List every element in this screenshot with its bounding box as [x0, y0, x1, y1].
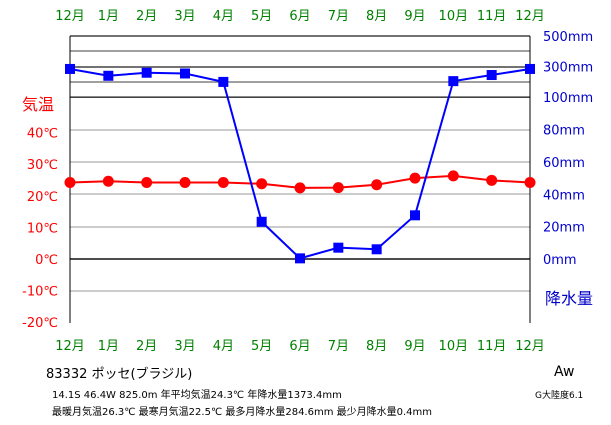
month-label: 1月: [98, 9, 119, 24]
precipitation-tick-label: 60mm: [543, 156, 585, 171]
month-label: 4月: [213, 9, 234, 24]
month-label: 9月: [404, 9, 425, 24]
temperature-tick-label: -20℃: [22, 316, 58, 331]
precipitation-tick-label: 40mm: [543, 188, 585, 203]
continentality-index: G大陸度6.1: [535, 391, 584, 401]
temperature-point: [64, 177, 76, 189]
month-label: 8月: [366, 9, 387, 24]
precipitation-point: [180, 68, 190, 79]
month-label: 10月: [439, 339, 469, 354]
month-label: 2月: [136, 339, 157, 354]
month-label: 9月: [404, 339, 425, 354]
precipitation-point: [65, 63, 75, 74]
temperature-tick-label: 30℃: [27, 158, 58, 173]
temperature-point: [217, 177, 229, 189]
temperature-point: [409, 172, 421, 184]
temperature-tick-label: 40℃: [27, 127, 58, 142]
month-label: 12月: [515, 339, 545, 354]
month-label: 12月: [55, 9, 85, 24]
climate-code: Aw: [554, 364, 575, 380]
month-label: 4月: [213, 339, 234, 354]
month-label: 7月: [328, 9, 349, 24]
precipitation-tick-label: 0mm: [543, 253, 577, 268]
month-label: 8月: [366, 339, 387, 354]
month-label: 2月: [136, 9, 157, 24]
month-label: 5月: [251, 9, 272, 24]
precipitation-point: [486, 70, 497, 81]
month-label: 10月: [439, 9, 469, 24]
month-label: 6月: [289, 339, 310, 354]
temperature-point: [371, 179, 383, 191]
temperature-point: [332, 182, 344, 194]
precipitation-point: [141, 67, 152, 78]
precipitation-point: [333, 242, 344, 253]
station-stats: 最暖月気温26.3℃ 最寒月気温22.5℃ 最多月降水量284.6mm 最少月降…: [52, 407, 433, 418]
precipitation-tick-label: 100mm: [543, 91, 593, 106]
month-label: 3月: [174, 9, 195, 24]
temperature-tick-label: 10℃: [27, 221, 58, 236]
temperature-tick-label: -10℃: [22, 285, 58, 300]
series-layer: [64, 63, 536, 264]
precipitation-point: [448, 76, 459, 87]
temperature-point: [102, 175, 114, 187]
precipitation-point: [103, 70, 114, 81]
temperature-point: [486, 174, 498, 186]
temperature-point: [447, 170, 459, 182]
precipitation-tick-label: 300mm: [543, 61, 593, 76]
month-label: 1月: [98, 339, 119, 354]
temperature-tick-label: 0℃: [35, 253, 58, 268]
temperature-point: [524, 177, 536, 189]
precipitation-tick-label: 80mm: [543, 124, 585, 139]
month-label: 3月: [174, 339, 195, 354]
precipitation-point: [218, 76, 229, 87]
month-label: 11月: [477, 9, 507, 24]
temperature-point: [256, 178, 268, 190]
month-label: 12月: [515, 9, 545, 24]
precipitation-tick-label: 500mm: [543, 30, 593, 45]
temperature-axis-ticks: 40℃ 30℃ 20℃ 10℃ 0℃ -10℃ -20℃: [22, 127, 58, 332]
precipitation-axis-ticks: 0mm 20mm 40mm 60mm 80mm 100mm 300mm 500mm: [543, 30, 593, 268]
month-labels-top: 12月 1月 2月 3月 4月 5月 6月 7月 8月 9月 10月 11月 12月: [55, 9, 545, 24]
month-label: 11月: [477, 339, 507, 354]
precipitation-point: [295, 253, 305, 264]
precipitation-axis-title: 降水量: [545, 289, 593, 308]
temperature-point: [141, 177, 153, 189]
month-label: 12月: [55, 339, 85, 354]
temperature-tick-label: 20℃: [27, 190, 58, 205]
temperature-point: [294, 182, 306, 194]
month-labels-bottom: 12月 1月 2月 3月 4月 5月 6月 7月 8月 9月 10月 11月 12月: [55, 339, 545, 354]
temperature-axis-title: 気温: [22, 95, 54, 114]
month-label: 5月: [251, 339, 272, 354]
temperature-point: [179, 177, 191, 189]
station-info: 14.1S 46.4W 825.0m 年平均気温24.3℃ 年降水量1373.4…: [52, 390, 342, 401]
station-name: 83332 ポッセ(ブラジル): [46, 367, 193, 382]
precipitation-tick-label: 20mm: [543, 221, 585, 236]
month-label: 6月: [289, 9, 310, 24]
precipitation-point: [371, 244, 382, 255]
precipitation-point: [256, 216, 267, 227]
precipitation-point: [410, 210, 420, 221]
month-label: 7月: [328, 339, 349, 354]
precipitation-point: [525, 63, 535, 74]
